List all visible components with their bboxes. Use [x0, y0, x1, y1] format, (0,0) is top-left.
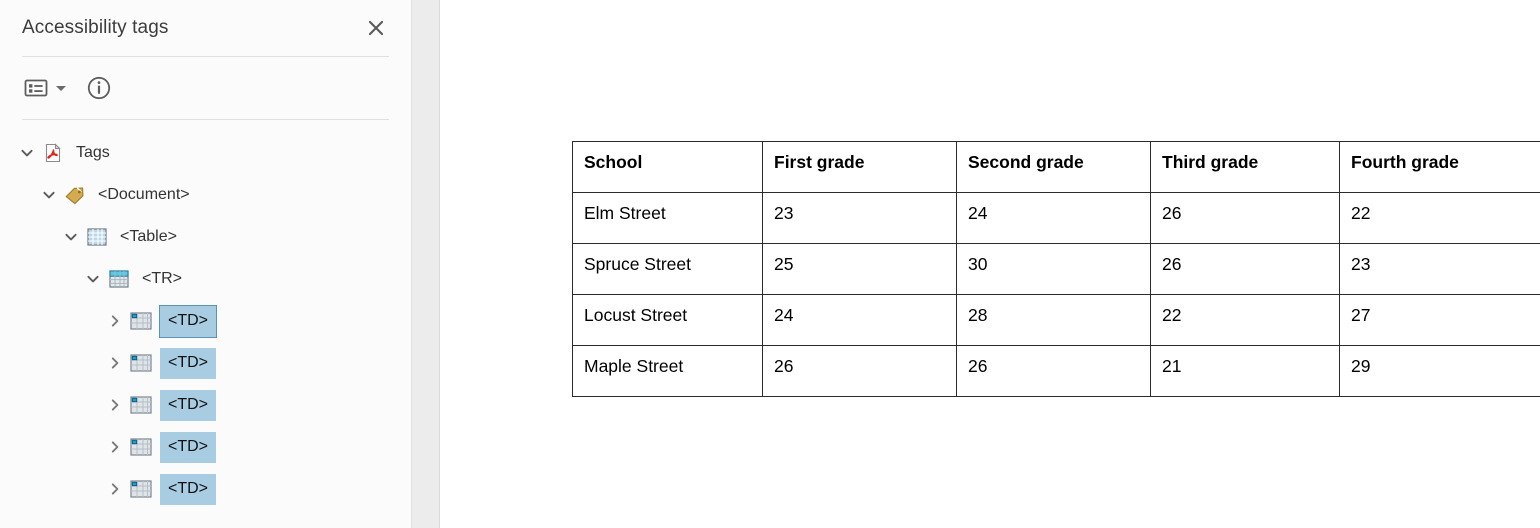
tree-node-td-7[interactable]: <TD>	[0, 426, 411, 468]
chevron-down-icon[interactable]	[14, 140, 40, 166]
table-cell: 27	[1339, 294, 1540, 346]
table-body: Elm Street 23 24 26 22 Spruce Street 25 30 26 23 L…	[572, 192, 1540, 397]
tag-icon	[64, 185, 86, 205]
table-cell: Elm Street	[572, 192, 763, 244]
tree-node-label[interactable]: <TD>	[158, 304, 218, 338]
chevron-right-icon[interactable]	[102, 476, 128, 502]
table-cell: 22	[1339, 192, 1540, 244]
table-cell: 22	[1150, 294, 1340, 346]
panel-splitter[interactable]	[412, 0, 440, 528]
table-header-cell: Fourth grade	[1339, 141, 1540, 193]
chevron-right-icon[interactable]	[102, 350, 128, 376]
tree-node-document-1[interactable]: <Document>	[0, 174, 411, 216]
chevron-down-icon[interactable]	[36, 182, 62, 208]
table-row-icon	[108, 269, 130, 289]
table-cell: 24	[956, 192, 1151, 244]
table-icon	[86, 227, 108, 247]
tree-node-label[interactable]: <TD>	[160, 431, 217, 463]
chevron-right-icon[interactable]	[102, 392, 128, 418]
chevron-right-icon[interactable]	[102, 308, 128, 334]
table-cell: Spruce Street	[572, 243, 763, 295]
table-cell: Maple Street	[572, 345, 763, 397]
table-row: Spruce Street 25 30 26 23	[572, 243, 1540, 295]
table-cell: 26	[956, 345, 1151, 397]
chevron-down-icon[interactable]	[80, 266, 106, 292]
tree-node-label[interactable]: Tags	[76, 144, 110, 161]
table-cell: 23	[1339, 243, 1540, 295]
tree-node-td-8[interactable]: <TD>	[0, 468, 411, 510]
info-circle-icon[interactable]	[84, 73, 114, 103]
table-row: Maple Street 26 26 21 29	[572, 345, 1540, 397]
table-cell: Locust Street	[572, 294, 763, 346]
tree-node-label[interactable]: <Table>	[120, 228, 177, 245]
table-header-cell: Second grade	[956, 141, 1151, 193]
table-cell-icon	[130, 395, 152, 415]
panel-toolbar	[0, 57, 411, 119]
close-icon[interactable]	[361, 13, 391, 43]
tree-node-td-6[interactable]: <TD>	[0, 384, 411, 426]
table-header-cell: First grade	[762, 141, 957, 193]
table-cell: 24	[762, 294, 957, 346]
tree-node-tr-3[interactable]: <TR>	[0, 258, 411, 300]
table-cell-icon	[130, 353, 152, 373]
chevron-down-icon[interactable]	[58, 224, 84, 250]
document-view: School First grade Second grade Third grade…	[440, 0, 1540, 528]
tree-node-label[interactable]: <TD>	[160, 389, 217, 421]
page-title: Accessibility tags	[22, 17, 169, 38]
tree-node-tags-0[interactable]: Tags	[0, 132, 411, 174]
tree-node-label[interactable]: <TR>	[142, 270, 183, 287]
tree-node-label[interactable]: <Document>	[98, 186, 190, 203]
pdf-file-icon	[42, 143, 64, 163]
options-menu-button[interactable]	[22, 76, 66, 100]
table-cell: 23	[762, 192, 957, 244]
table-header-row: School First grade Second grade Third grade…	[572, 141, 1540, 193]
tags-tree: Tags <Document> <Table> <TR> <TD> <TD> <TD> <TD…	[0, 120, 411, 510]
table-cell-icon	[130, 311, 152, 331]
table-cell: 26	[1150, 192, 1340, 244]
table-cell: 26	[762, 345, 957, 397]
header-divider	[22, 56, 389, 57]
chevron-right-icon[interactable]	[102, 434, 128, 460]
tree-node-td-5[interactable]: <TD>	[0, 342, 411, 384]
tree-node-table-2[interactable]: <Table>	[0, 216, 411, 258]
table-cell: 28	[956, 294, 1151, 346]
options-menu-icon	[22, 76, 50, 100]
toolbar-divider	[22, 119, 389, 120]
tree-node-label[interactable]: <TD>	[160, 347, 217, 379]
table-cell: 29	[1339, 345, 1540, 397]
school-grades-table: School First grade Second grade Third grade…	[572, 141, 1540, 397]
tree-node-td-4[interactable]: <TD>	[0, 300, 411, 342]
tree-node-label[interactable]: <TD>	[160, 473, 217, 505]
table-cell: 25	[762, 243, 957, 295]
table-cell: 21	[1150, 345, 1340, 397]
table-cell-icon	[130, 437, 152, 457]
table-header-cell: Third grade	[1150, 141, 1340, 193]
table-header-cell: School	[572, 141, 763, 193]
table-row: Elm Street 23 24 26 22	[572, 192, 1540, 244]
table-cell: 26	[1150, 243, 1340, 295]
table-cell-icon	[130, 479, 152, 499]
accessibility-tags-panel: Accessibility tags	[0, 0, 412, 528]
table-cell: 30	[956, 243, 1151, 295]
chevron-down-icon	[56, 85, 66, 91]
panel-header: Accessibility tags	[0, 0, 411, 56]
table-row: Locust Street 24 28 22 27	[572, 294, 1540, 346]
